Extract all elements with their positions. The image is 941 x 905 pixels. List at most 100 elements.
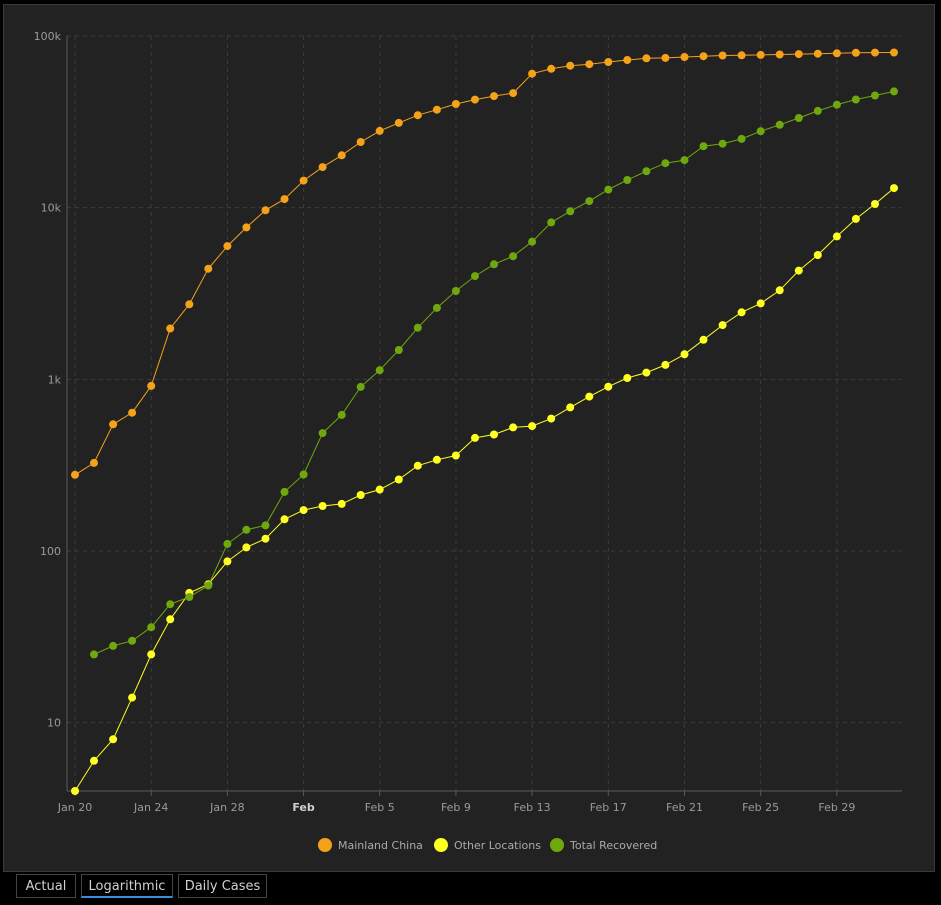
data-point: [128, 408, 137, 417]
chart-panel: 10 100 1k 10k 100k Jan 20 Jan 24 Jan 28 Feb Feb 5…: [3, 4, 935, 872]
data-point: [680, 53, 689, 61]
x-tick-label: Jan 28: [209, 801, 244, 814]
data-point: [318, 502, 327, 510]
data-point: [680, 350, 689, 359]
data-point: [356, 491, 365, 499]
data-point: [623, 176, 632, 184]
data-point: [490, 430, 498, 439]
legend: Mainland China Other Locations Total Recov…: [318, 838, 657, 852]
data-point: [794, 114, 803, 122]
data-point: [509, 89, 518, 98]
data-point: [699, 142, 708, 151]
series-line: [74, 187, 895, 792]
series-total-recovered: [90, 87, 898, 659]
x-tick-label: Feb 13: [514, 801, 551, 814]
data-point: [242, 223, 251, 232]
data-point: [185, 593, 194, 601]
x-tick-label: Feb 17: [590, 801, 627, 814]
data-point: [832, 232, 841, 241]
data-point: [242, 543, 251, 552]
data-point: [318, 163, 327, 172]
data-point: [699, 335, 708, 344]
y-tick-label: 10k: [41, 202, 62, 215]
tab-daily-cases[interactable]: Daily Cases: [178, 874, 267, 898]
data-point: [509, 252, 518, 261]
data-point: [90, 458, 98, 467]
legend-label: Total Recovered: [569, 839, 657, 852]
data-point: [851, 48, 860, 57]
data-point: [471, 95, 479, 104]
data-point: [166, 615, 175, 624]
tab-logarithmic[interactable]: Logarithmic: [81, 874, 173, 898]
data-point: [394, 475, 403, 484]
data-point: [737, 51, 746, 60]
data-point: [166, 600, 175, 609]
y-tick-label: 100k: [34, 30, 62, 43]
data-point: [528, 69, 537, 78]
data-point: [337, 499, 346, 508]
data-point: [490, 92, 498, 101]
data-point: [90, 650, 98, 659]
data-point: [680, 156, 689, 165]
data-point: [471, 433, 479, 442]
data-point: [851, 95, 860, 104]
data-point: [356, 138, 365, 146]
x-tick-label: Feb 25: [742, 801, 779, 814]
data-point: [851, 214, 860, 223]
data-point: [661, 53, 670, 62]
series-line: [93, 90, 895, 655]
data-point: [394, 118, 403, 127]
legend-marker: [434, 838, 448, 852]
data-point: [356, 382, 365, 391]
series-other-locations: [71, 184, 898, 795]
data-point: [642, 368, 651, 377]
data-point: [299, 470, 308, 479]
data-point: [642, 54, 651, 63]
data-point: [832, 49, 841, 58]
series-mainland-china: [71, 48, 898, 479]
x-tick-label: Feb 29: [818, 801, 855, 814]
x-tick-label: Feb 21: [666, 801, 703, 814]
data-point: [337, 410, 346, 419]
y-tick-label: 10: [47, 717, 61, 730]
data-point: [528, 422, 537, 431]
data-point: [718, 139, 727, 148]
data-point: [585, 60, 594, 69]
data-point: [299, 176, 308, 185]
data-point: [223, 242, 232, 251]
data-point: [451, 287, 460, 295]
data-point: [90, 756, 98, 765]
data-point: [604, 185, 613, 194]
data-point: [547, 218, 556, 227]
data-point: [280, 515, 289, 524]
data-point: [832, 100, 841, 109]
data-point: [109, 420, 118, 429]
data-point: [871, 200, 879, 208]
data-point: [242, 525, 251, 534]
data-point: [813, 106, 822, 115]
tab-actual[interactable]: Actual: [16, 874, 76, 898]
data-point: [128, 693, 137, 702]
x-tick-label: Jan 20: [57, 801, 92, 814]
data-point: [204, 581, 213, 590]
data-point: [794, 50, 803, 59]
data-point: [394, 346, 403, 354]
data-point: [223, 539, 232, 548]
data-point: [737, 134, 746, 143]
data-point: [775, 120, 784, 129]
data-point: [185, 300, 194, 309]
data-point: [775, 286, 784, 295]
legend-label: Other Locations: [454, 839, 541, 852]
data-point: [661, 159, 670, 168]
data-point: [261, 206, 270, 215]
data-point: [699, 52, 708, 61]
data-point: [147, 623, 156, 632]
data-point: [566, 207, 575, 216]
data-point: [604, 382, 613, 391]
data-point: [223, 557, 232, 566]
data-point: [471, 272, 479, 281]
data-point: [375, 366, 384, 375]
y-tick-label: 1k: [48, 373, 62, 386]
data-point: [756, 127, 765, 136]
data-point: [318, 429, 327, 438]
